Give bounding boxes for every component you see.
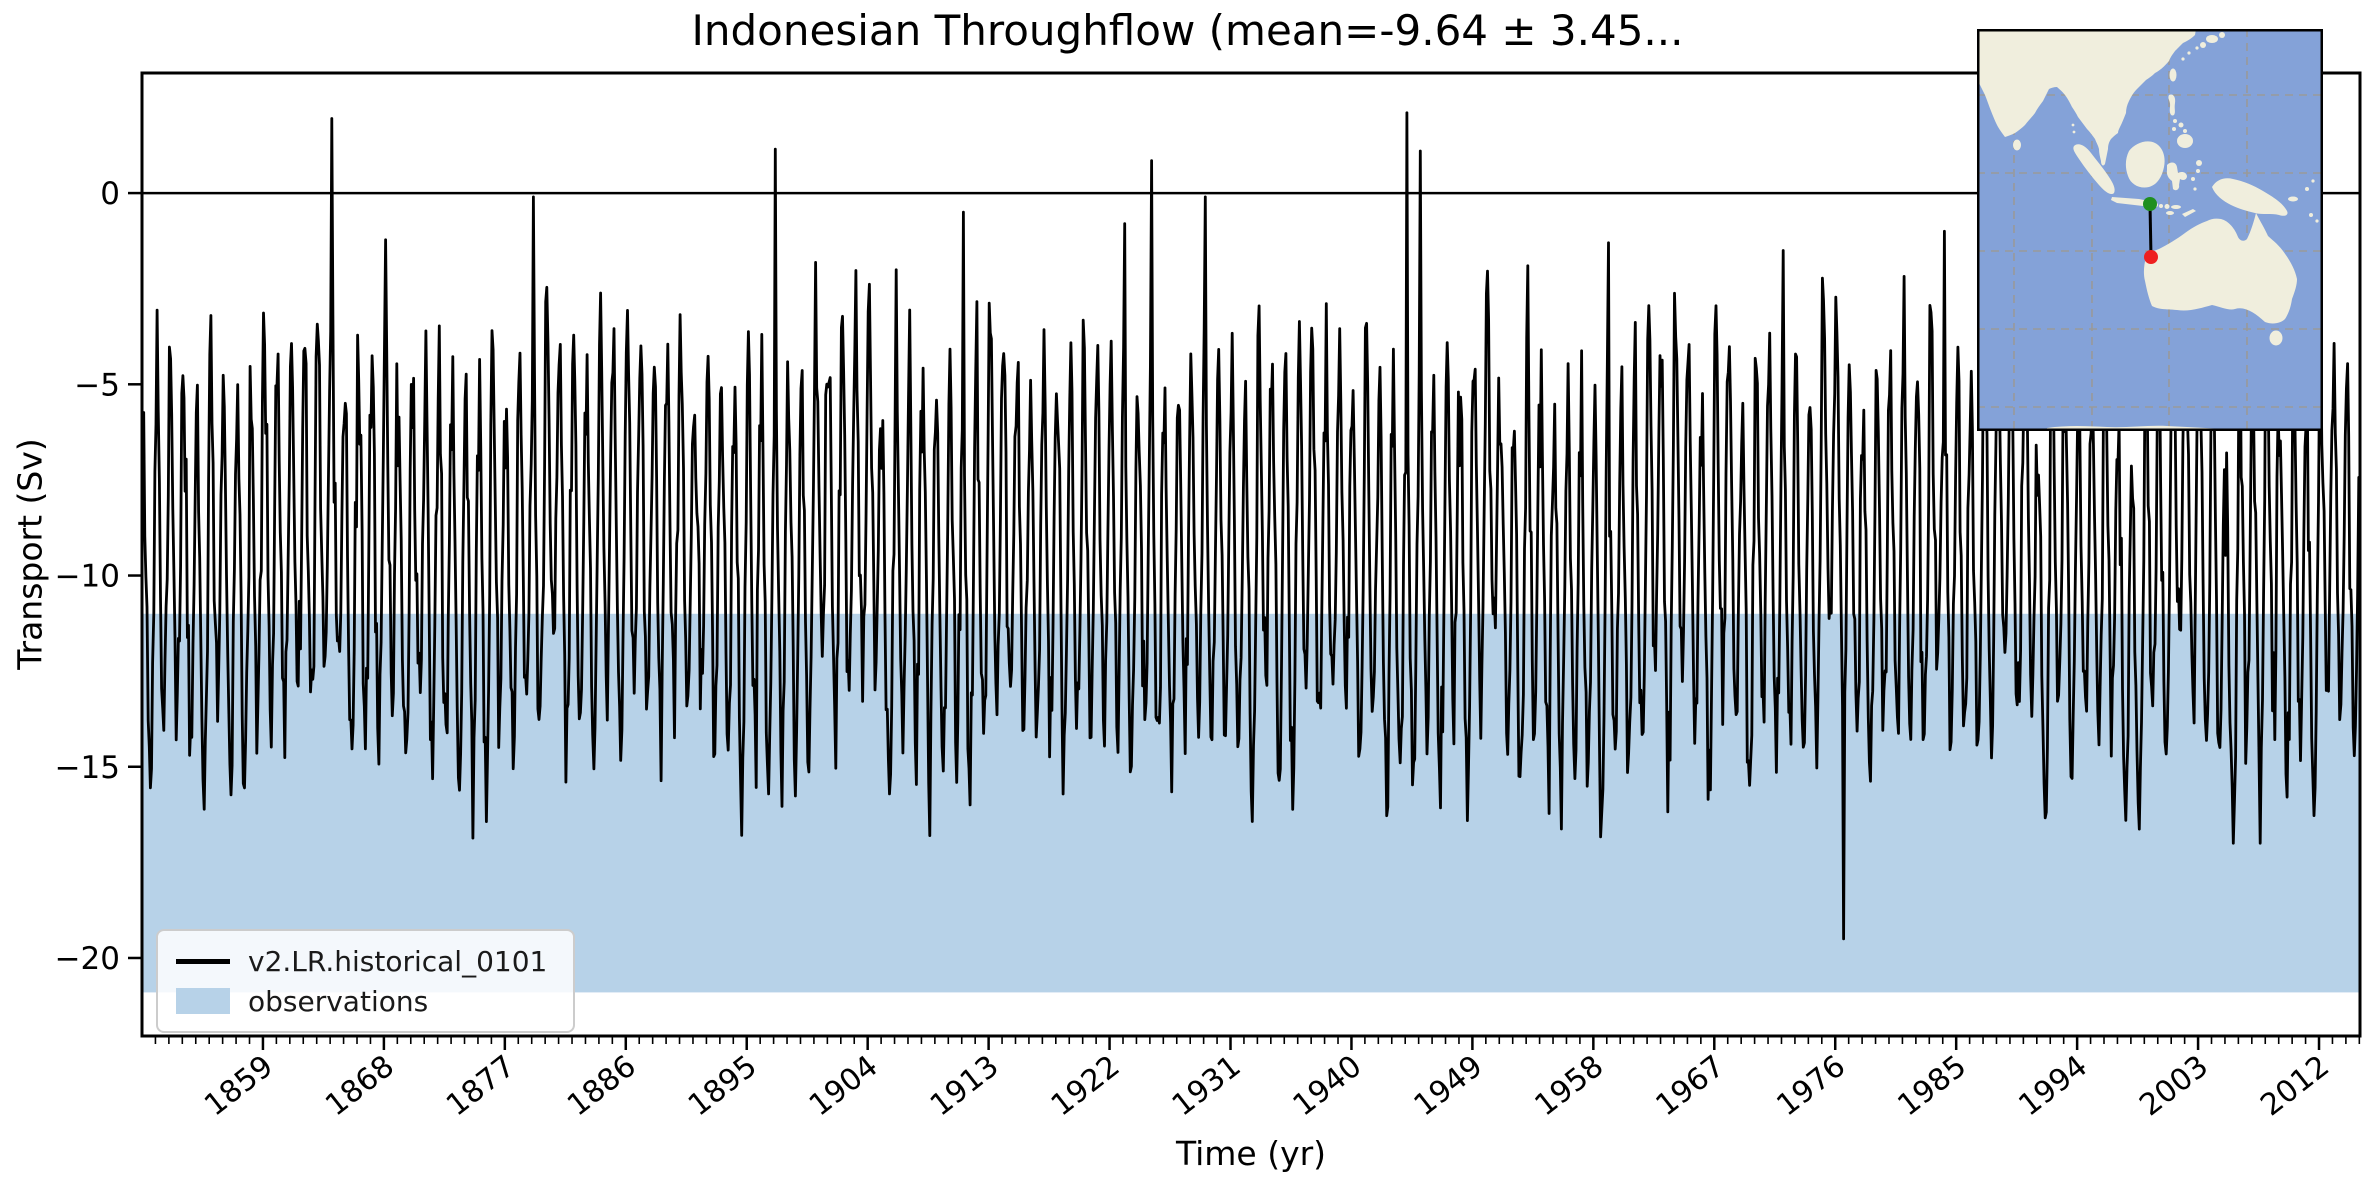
map-island-pacific-1 xyxy=(2305,187,2309,191)
map-island-japan-2 xyxy=(2219,32,2225,38)
map-island-luzon xyxy=(2168,94,2176,116)
x-tick-label: 1904 xyxy=(803,1049,885,1124)
x-tick-label: 1994 xyxy=(2012,1049,2094,1124)
x-tick-label: 1922 xyxy=(1045,1049,1127,1124)
x-tick-label: 1976 xyxy=(1770,1049,1852,1124)
map-island-japan-kyushu xyxy=(2206,35,2218,43)
map-island-tasmania xyxy=(2269,330,2283,346)
map-island-japan-3 xyxy=(2200,42,2206,48)
map-island-ryukyu-1 xyxy=(2181,57,2185,61)
x-tick-label: 2003 xyxy=(2133,1049,2215,1124)
transect-start-marker xyxy=(2143,197,2157,211)
x-tick-label: 1940 xyxy=(1287,1049,1369,1124)
y-tick-label: −20 xyxy=(55,941,120,977)
map-island-ryukyu-2 xyxy=(2187,51,2191,55)
map-island-visayas-4 xyxy=(2183,129,2187,133)
x-tick-label: 2012 xyxy=(2254,1049,2336,1124)
series-line-v2-lr-historical-0101 xyxy=(141,111,2361,941)
x-tick-label: 1895 xyxy=(682,1049,764,1124)
map-island-srilanka xyxy=(2013,139,2021,151)
map-island-visayas-3 xyxy=(2172,127,2176,131)
map-island-new-guinea xyxy=(2212,178,2288,216)
x-tick-label: 1877 xyxy=(440,1049,522,1124)
y-tick-label: −15 xyxy=(55,750,120,786)
map-island-maluku-1 xyxy=(2191,177,2195,181)
y-tick-label: −5 xyxy=(74,367,120,403)
map-landmasses xyxy=(1977,29,2319,431)
chart-title: Indonesian Throughflow (mean=-9.64 ± 3.4… xyxy=(691,6,1684,55)
x-tick-label: 1967 xyxy=(1649,1049,1731,1124)
map-island-solomon-2 xyxy=(2315,219,2319,223)
x-tick-label: 1949 xyxy=(1408,1049,1490,1124)
x-tick-label: 1913 xyxy=(924,1049,1006,1124)
map-island-borneo xyxy=(2125,141,2165,188)
map-island-sumatra xyxy=(2073,144,2115,195)
map-island-new-britain xyxy=(2288,196,2298,202)
map-island-maluku-2 xyxy=(2196,169,2200,173)
y-tick-label: 0 xyxy=(100,176,120,212)
x-tick-label: 1958 xyxy=(1529,1049,1611,1124)
map-land-asia xyxy=(1977,29,2196,166)
map-island-ryukyu-3 xyxy=(2195,46,2199,50)
legend-label-model: v2.LR.historical_0101 xyxy=(248,944,548,978)
x-tick-label: 1886 xyxy=(561,1049,643,1124)
map-island-halmahera xyxy=(2196,160,2202,166)
map-island-java xyxy=(2111,197,2151,206)
map-island-andaman-1 xyxy=(2071,123,2075,127)
legend-item-observations: observations xyxy=(176,981,547,1021)
map-island-andaman-2 xyxy=(2072,130,2076,134)
plot-border xyxy=(140,71,2362,1038)
y-tick-label: −10 xyxy=(55,559,120,595)
x-tick-label: 1931 xyxy=(1166,1049,1248,1124)
legend: v2.LR.historical_0101 observations xyxy=(156,929,576,1033)
x-tick-label: 1868 xyxy=(319,1049,401,1124)
map-island-sumbawa xyxy=(2164,204,2170,209)
x-axis-label: Time (yr) xyxy=(1175,1134,1327,1173)
map-island-visayas-2 xyxy=(2178,122,2184,128)
map-island-timor xyxy=(2182,209,2196,217)
map-island-lombok xyxy=(2159,204,2163,208)
map-island-pacific-2 xyxy=(2311,179,2315,183)
legend-line-swatch xyxy=(176,958,230,964)
legend-label-observations: observations xyxy=(248,984,429,1018)
inset-location-map xyxy=(1977,29,2323,431)
x-tick-label: 1985 xyxy=(1891,1049,1973,1124)
transect-end-marker xyxy=(2144,250,2158,264)
map-island-visayas-1 xyxy=(2173,119,2177,123)
transect-line xyxy=(2148,203,2153,258)
map-land-australia xyxy=(2143,213,2297,324)
legend-item-model: v2.LR.historical_0101 xyxy=(176,941,547,981)
legend-patch-swatch xyxy=(176,988,230,1014)
map-island-flores xyxy=(2171,205,2181,209)
x-tick-label: 1859 xyxy=(198,1049,280,1124)
map-island-sumba xyxy=(2166,211,2174,215)
map-island-maluku-3 xyxy=(2193,187,2197,191)
map-island-taiwan xyxy=(2169,68,2177,82)
map-island-mindanao xyxy=(2177,134,2193,148)
map-island-sulawesi xyxy=(2166,162,2187,191)
map-island-solomon-1 xyxy=(2309,213,2313,217)
map-island-hainan xyxy=(2124,92,2130,98)
